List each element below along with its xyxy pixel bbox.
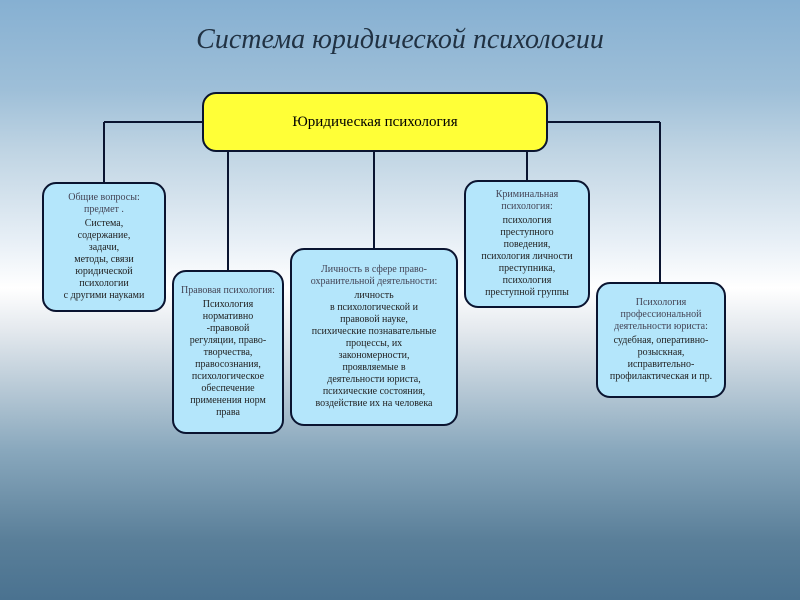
node-header: Психология профессиональной деятельности…	[604, 297, 718, 333]
node-body: Система, содержание, задачи, методы, свя…	[64, 218, 145, 302]
child-node-professional: Психология профессиональной деятельности…	[596, 282, 726, 398]
child-node-general: Общие вопросы: предмет . Система, содерж…	[42, 182, 166, 312]
root-node: Юридическая психология	[202, 92, 548, 152]
diagram-title: Система юридической психологии	[0, 24, 800, 56]
node-body: судебная, оперативно- розыскная, исправи…	[610, 335, 712, 383]
child-node-personality: Личность в сфере право- охранительной де…	[290, 248, 458, 426]
node-header: Личность в сфере право- охранительной де…	[298, 264, 450, 288]
node-header: Правовая психология:	[181, 285, 275, 297]
node-body: Психология нормативно -правовой регуляци…	[190, 299, 267, 419]
node-body: психология преступного поведения, психол…	[481, 215, 572, 299]
node-body: личность в психологической и правовой на…	[312, 290, 437, 410]
child-node-legal-psych: Правовая психология: Психология норматив…	[172, 270, 284, 434]
root-label: Юридическая психология	[292, 114, 457, 131]
node-header: Общие вопросы: предмет .	[50, 192, 158, 216]
node-header: Криминальная психология:	[472, 189, 582, 213]
child-node-criminal: Криминальная психология: психология прес…	[464, 180, 590, 308]
